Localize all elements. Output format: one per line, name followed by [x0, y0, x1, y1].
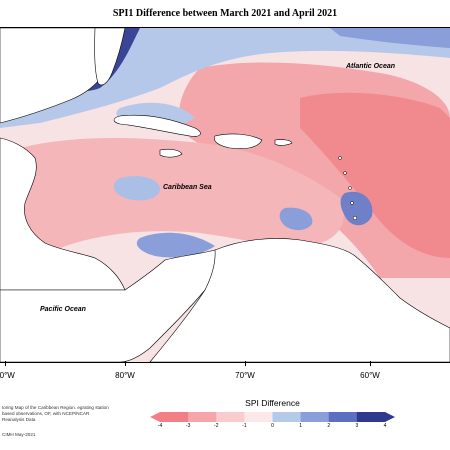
island-puerto-rico	[274, 139, 293, 146]
legend-tick-label: -4	[157, 423, 163, 429]
wet-patch-central-america	[136, 232, 215, 258]
legend-tick-label: 2	[327, 423, 331, 429]
lon-tick	[125, 361, 126, 366]
legend-swatch	[216, 412, 245, 422]
map-title: SPI1 Difference between March 2021 and A…	[112, 8, 338, 19]
footer-credit: CIMH May-2021	[2, 432, 36, 437]
legend-tick-label: -2	[214, 423, 219, 429]
legend-swatch	[328, 412, 358, 422]
atlantic-ocean-label: Atlantic Ocean	[346, 63, 396, 70]
legend-tick-label: 3	[355, 423, 359, 429]
legend-ticks: -4 -3 -2 -1 0 1 2 3 4	[150, 423, 395, 433]
lon-label-90w: 90°W	[0, 371, 15, 380]
legend-swatch	[272, 412, 302, 422]
legend-title: SPI Difference	[245, 398, 300, 408]
caribbean-sea-label: Caribbean Sea	[163, 184, 212, 191]
lon-tick	[245, 361, 246, 366]
footer-note: toring Map of the Caribbean Region. egra…	[2, 405, 109, 422]
spi-difference-map	[0, 27, 450, 363]
legend-swatch	[356, 412, 386, 422]
wet-top-right	[330, 28, 450, 48]
legend-swatch	[188, 412, 217, 422]
island-dot	[343, 171, 347, 175]
legend: SPI Difference -4 -3 -2 -1 0 1 2 3 4	[150, 398, 395, 438]
wet-patch-lesser-antilles	[340, 191, 373, 226]
legend-swatch	[300, 412, 330, 422]
legend-tick-label: 4	[383, 423, 387, 429]
legend-swatch	[160, 412, 189, 422]
legend-tick-label: -1	[242, 423, 247, 429]
legend-tick-label: 0	[271, 423, 274, 429]
wet-patch-caribbean-1	[113, 176, 160, 201]
wet-patch-caribbean-2	[279, 207, 313, 231]
lon-tick	[5, 361, 6, 366]
land-south-america	[149, 238, 450, 362]
lon-tick	[370, 361, 371, 366]
island-dot	[350, 201, 354, 205]
island-dot	[352, 215, 358, 221]
legend-swatch	[385, 412, 395, 422]
island-cuba	[113, 114, 201, 137]
lon-label-60w: 60°W	[360, 371, 380, 380]
land-florida	[94, 28, 126, 86]
pacific-ocean-label: Pacific Ocean	[40, 306, 86, 313]
island-jamaica	[159, 148, 183, 158]
island-dot	[348, 186, 352, 190]
dry-region-caribbean	[12, 138, 344, 250]
island-dot	[338, 156, 342, 160]
legend-tick-label: 1	[299, 423, 303, 429]
legend-swatch	[150, 412, 160, 422]
island-hispaniola	[214, 133, 263, 150]
lon-label-80w: 80°W	[115, 371, 135, 380]
legend-swatch	[244, 412, 273, 422]
lon-label-70w: 70°W	[235, 371, 255, 380]
legend-tick-label: -3	[185, 423, 191, 429]
legend-colorbar	[150, 412, 395, 422]
dry-core-atlantic	[300, 92, 450, 258]
